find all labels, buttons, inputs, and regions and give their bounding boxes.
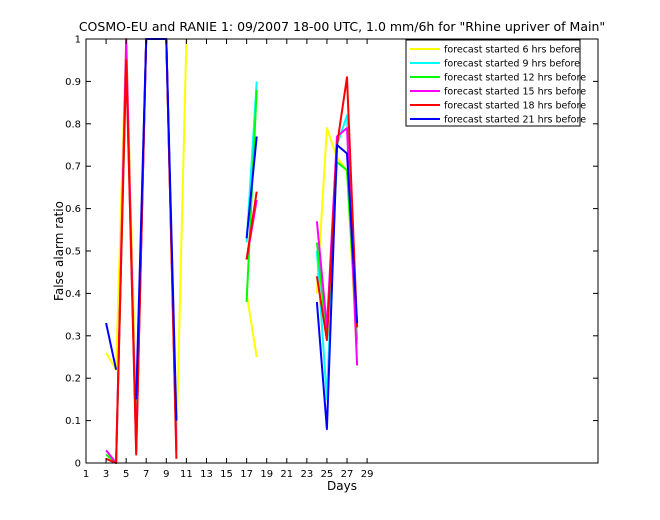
x-tick-label: 1 (83, 469, 89, 480)
y-tick-label: 0.9 (65, 77, 81, 88)
x-axis: 1 3 5 7 9 11 13 15 17 19 21 23 25 27 29 (83, 39, 374, 480)
legend-label: forecast started 9 hrs before (444, 59, 580, 70)
legend-label: forecast started 18 hrs before (444, 101, 586, 112)
legend-box (405, 39, 581, 127)
y-tick-label: 0.6 (65, 204, 81, 215)
x-tick-label: 17 (240, 469, 253, 480)
y-tick-label: 0.1 (65, 416, 81, 427)
x-tick-label: 13 (200, 469, 213, 480)
y-tick-label: 0.7 (65, 162, 81, 173)
legend-label: forecast started 15 hrs before (444, 87, 586, 98)
x-tick-label: 21 (280, 469, 293, 480)
x-tick-label: 5 (123, 469, 129, 480)
series-line-6 (245, 136, 258, 239)
x-tick-label: 19 (260, 469, 273, 480)
legend-label: forecast started 21 hrs before (444, 115, 586, 126)
y-tick-label: 1 (75, 35, 81, 46)
x-tick-label: 9 (163, 469, 169, 480)
series-line-6 (315, 144, 359, 431)
y-tick-label: 0.4 (65, 289, 81, 300)
x-tick-label: 27 (341, 469, 354, 480)
series-line-5 (245, 191, 258, 260)
x-tick-label: 11 (180, 469, 193, 480)
x-tick-label: 25 (321, 469, 334, 480)
x-tick-label: 3 (103, 469, 109, 480)
y-tick-label: 0 (75, 459, 81, 470)
x-tick-label: 15 (220, 469, 233, 480)
legend-label: forecast started 12 hrs before (444, 73, 586, 84)
x-tick-label: 23 (300, 469, 313, 480)
y-tick-label: 0.8 (65, 119, 81, 130)
x-axis-label: Days (327, 479, 357, 493)
legend-label: forecast started 6 hrs before (444, 45, 580, 56)
series-line-1 (245, 293, 258, 358)
x-tick-label: 7 (143, 469, 149, 480)
y-axis-label: False alarm ratio (52, 201, 66, 301)
y-tick-label: 0.3 (65, 331, 81, 342)
x-tick-label: 29 (361, 469, 374, 480)
y-tick-label: 0.2 (65, 374, 81, 385)
y-tick-label: 0.5 (65, 247, 81, 258)
chart-title: COSMO-EU and RANIE 1: 09/2007 18-00 UTC,… (79, 19, 605, 34)
y-axis: 0 0.1 0.2 0.3 0.4 0.5 0.6 0.7 0.8 0.9 1 (65, 35, 598, 470)
legend: forecast started 6 hrs before forecast st… (405, 39, 586, 127)
series-line-6 (105, 322, 118, 370)
